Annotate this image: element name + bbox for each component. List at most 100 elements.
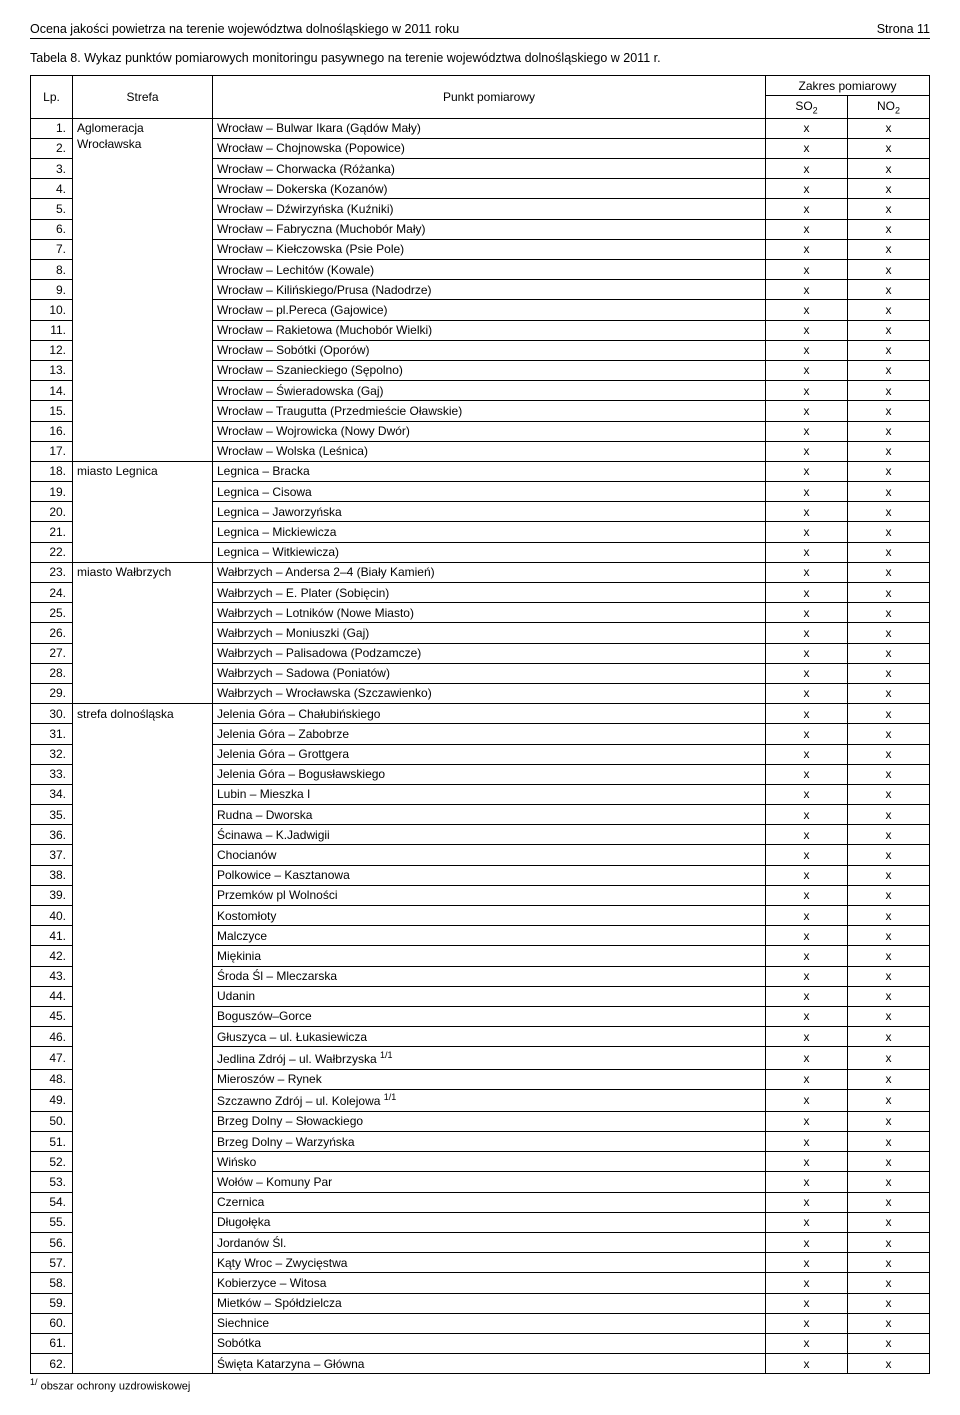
- cell-lp: 60.: [31, 1313, 73, 1333]
- cell-no2: x: [848, 482, 930, 502]
- cell-so2: x: [766, 724, 848, 744]
- cell-no2: x: [848, 906, 930, 926]
- cell-lp: 62.: [31, 1354, 73, 1374]
- cell-so2: x: [766, 260, 848, 280]
- cell-so2: x: [766, 683, 848, 703]
- cell-so2: x: [766, 1293, 848, 1313]
- cell-lp: 54.: [31, 1192, 73, 1212]
- cell-so2: x: [766, 441, 848, 461]
- cell-lp: 42.: [31, 946, 73, 966]
- cell-so2: x: [766, 118, 848, 138]
- cell-so2: x: [766, 865, 848, 885]
- footnote: 1/ obszar ochrony uzdrowiskowej: [30, 1377, 930, 1393]
- cell-lp: 17.: [31, 441, 73, 461]
- cell-lp: 28.: [31, 663, 73, 683]
- cell-so2: x: [766, 885, 848, 905]
- cell-point: Brzeg Dolny – Warzyńska: [213, 1132, 766, 1152]
- cell-so2: x: [766, 542, 848, 562]
- cell-point: Jordanów Śl.: [213, 1233, 766, 1253]
- cell-lp: 59.: [31, 1293, 73, 1313]
- cell-no2: x: [848, 381, 930, 401]
- cell-so2: x: [766, 663, 848, 683]
- cell-lp: 8.: [31, 260, 73, 280]
- cell-point: Ścinawa – K.Jadwigii: [213, 825, 766, 845]
- cell-lp: 11.: [31, 320, 73, 340]
- cell-so2: x: [766, 1089, 848, 1111]
- cell-point: Wrocław – Wojrowicka (Nowy Dwór): [213, 421, 766, 441]
- cell-no2: x: [848, 522, 930, 542]
- cell-lp: 4.: [31, 179, 73, 199]
- cell-point: Jedlina Zdrój – ul. Wałbrzyska 1/1: [213, 1047, 766, 1069]
- cell-no2: x: [848, 603, 930, 623]
- cell-point: Czernica: [213, 1192, 766, 1212]
- cell-lp: 47.: [31, 1047, 73, 1069]
- cell-no2: x: [848, 643, 930, 663]
- cell-point: Malczyce: [213, 926, 766, 946]
- cell-lp: 26.: [31, 623, 73, 643]
- table-row: 30.strefa dolnośląskaJelenia Góra – Chał…: [31, 704, 930, 724]
- cell-so2: x: [766, 1111, 848, 1131]
- cell-lp: 10.: [31, 300, 73, 320]
- cell-so2: x: [766, 1006, 848, 1026]
- cell-point: Kostomłoty: [213, 906, 766, 926]
- cell-point: Rudna – Dworska: [213, 805, 766, 825]
- cell-point: Wrocław – pl.Pereca (Gajowice): [213, 300, 766, 320]
- cell-so2: x: [766, 159, 848, 179]
- cell-so2: x: [766, 320, 848, 340]
- cell-point: Wołów – Komuny Par: [213, 1172, 766, 1192]
- cell-lp: 21.: [31, 522, 73, 542]
- col-zone: Strefa: [73, 76, 213, 119]
- cell-point: Wałbrzych – Wrocławska (Szczawienko): [213, 683, 766, 703]
- table-caption: Tabela 8. Wykaz punktów pomiarowych moni…: [30, 51, 930, 65]
- cell-lp: 31.: [31, 724, 73, 744]
- cell-zone: strefa dolnośląska: [73, 704, 213, 1374]
- cell-so2: x: [766, 1192, 848, 1212]
- cell-so2: x: [766, 381, 848, 401]
- cell-lp: 61.: [31, 1333, 73, 1353]
- cell-point: Wrocław – Rakietowa (Muchobór Wielki): [213, 320, 766, 340]
- cell-point: Wałbrzych – Moniuszki (Gaj): [213, 623, 766, 643]
- cell-no2: x: [848, 784, 930, 804]
- cell-so2: x: [766, 603, 848, 623]
- cell-so2: x: [766, 1069, 848, 1089]
- cell-lp: 20.: [31, 502, 73, 522]
- cell-lp: 3.: [31, 159, 73, 179]
- cell-lp: 25.: [31, 603, 73, 623]
- cell-so2: x: [766, 1152, 848, 1172]
- cell-point: Polkowice – Kasztanowa: [213, 865, 766, 885]
- cell-lp: 51.: [31, 1132, 73, 1152]
- cell-so2: x: [766, 805, 848, 825]
- cell-lp: 14.: [31, 381, 73, 401]
- cell-point: Wałbrzych – E. Plater (Sobięcin): [213, 583, 766, 603]
- cell-no2: x: [848, 1354, 930, 1374]
- cell-so2: x: [766, 926, 848, 946]
- cell-point: Jelenia Góra – Chałubińskiego: [213, 704, 766, 724]
- cell-lp: 2.: [31, 138, 73, 158]
- cell-no2: x: [848, 704, 930, 724]
- cell-point: Jelenia Góra – Zabobrze: [213, 724, 766, 744]
- cell-so2: x: [766, 1354, 848, 1374]
- cell-point: Legnica – Cisowa: [213, 482, 766, 502]
- cell-lp: 18.: [31, 461, 73, 481]
- cell-so2: x: [766, 562, 848, 582]
- cell-no2: x: [848, 885, 930, 905]
- cell-no2: x: [848, 562, 930, 582]
- cell-no2: x: [848, 1253, 930, 1273]
- cell-point: Wałbrzych – Lotników (Nowe Miasto): [213, 603, 766, 623]
- cell-lp: 57.: [31, 1253, 73, 1273]
- cell-lp: 48.: [31, 1069, 73, 1089]
- cell-lp: 41.: [31, 926, 73, 946]
- cell-so2: x: [766, 482, 848, 502]
- cell-so2: x: [766, 1132, 848, 1152]
- cell-no2: x: [848, 744, 930, 764]
- cell-point: Wrocław – Wolska (Leśnica): [213, 441, 766, 461]
- cell-no2: x: [848, 340, 930, 360]
- cell-no2: x: [848, 966, 930, 986]
- cell-point: Wrocław – Świeradowska (Gaj): [213, 381, 766, 401]
- cell-lp: 6.: [31, 219, 73, 239]
- cell-no2: x: [848, 1027, 930, 1047]
- cell-no2: x: [848, 583, 930, 603]
- cell-so2: x: [766, 300, 848, 320]
- cell-so2: x: [766, 946, 848, 966]
- cell-lp: 1.: [31, 118, 73, 138]
